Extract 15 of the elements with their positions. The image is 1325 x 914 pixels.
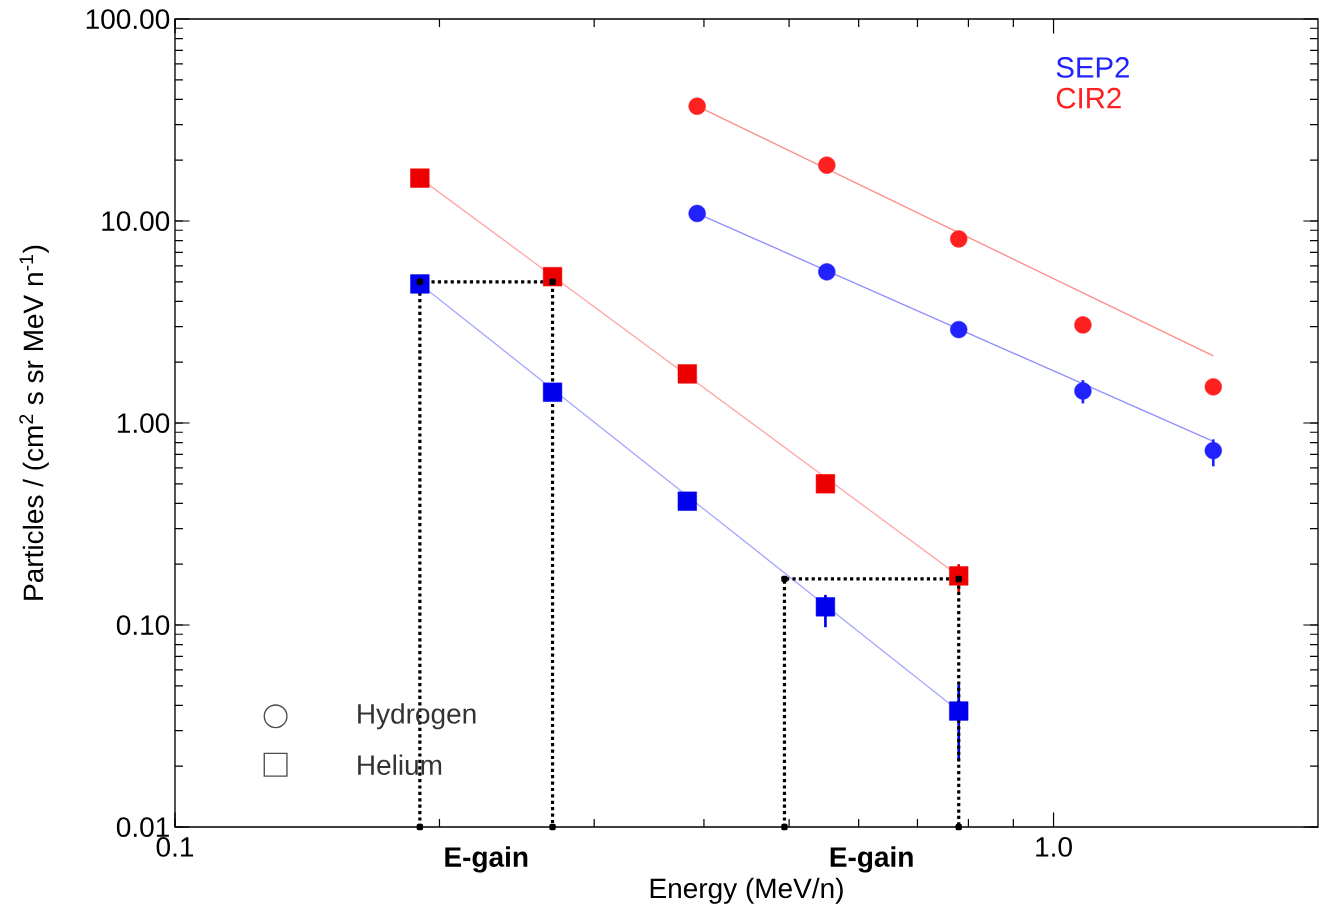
y-tick-label: 0.10 <box>116 615 170 636</box>
x-tick-label: 1.0 <box>1036 837 1072 857</box>
y-axis-title: Particles / (cm$^{2}$ s sr MeV n$^{-1}$) <box>19 245 49 600</box>
text: SEP2 <box>1056 57 1129 78</box>
x-tick-label: 0.1 <box>156 837 194 857</box>
y-tick-label: 0.01 <box>116 817 169 838</box>
y-tick-label: 100.00 <box>86 9 170 30</box>
x-axis-title: Energy (MeV/n) <box>650 877 843 904</box>
y-tick-label: 1.00 <box>117 413 170 434</box>
y-tick-label: 10.00 <box>102 211 170 232</box>
annotation: Helium <box>358 754 442 776</box>
text: E-gain <box>445 846 528 873</box>
text: CIR2 <box>1056 87 1121 109</box>
text: E-gain <box>830 846 913 873</box>
annotation: Hydrogen <box>358 703 476 730</box>
